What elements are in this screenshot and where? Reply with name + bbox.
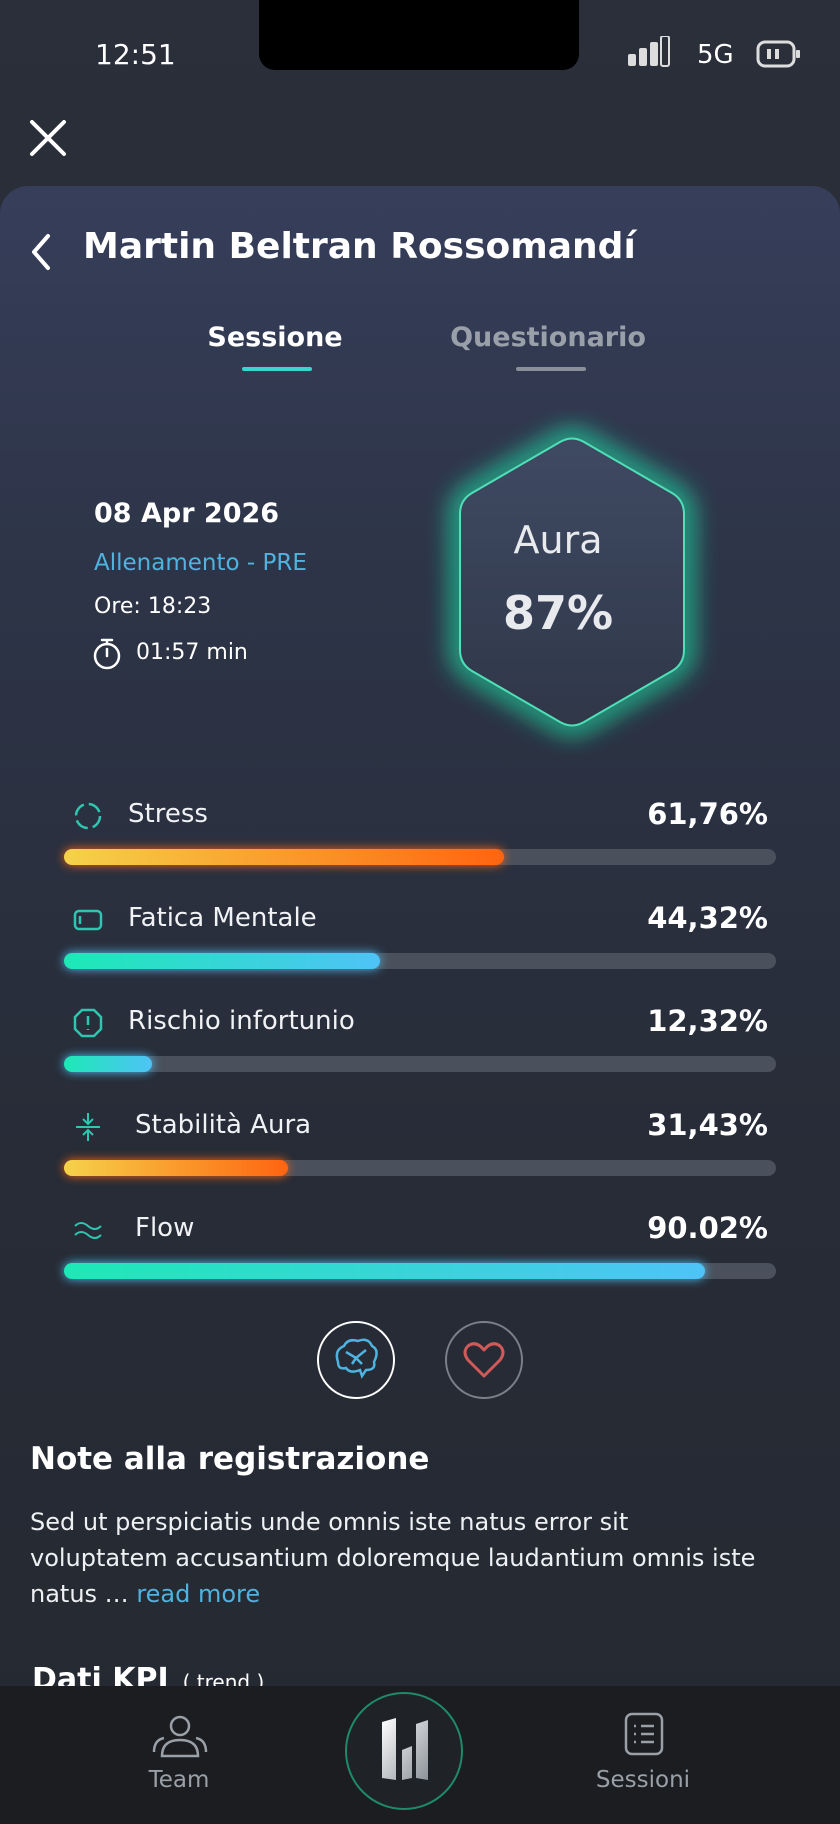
notes-body: Sed ut perspiciatis unde omnis iste natu… bbox=[30, 1508, 756, 1608]
heart-button[interactable] bbox=[444, 1320, 524, 1400]
metric-bar bbox=[64, 952, 380, 969]
metric-value: 12,32% bbox=[647, 1004, 768, 1038]
timer-icon bbox=[93, 638, 121, 670]
aura-value: 87% bbox=[502, 586, 614, 640]
metric-track bbox=[64, 1056, 776, 1072]
aura-hexagon bbox=[451, 429, 693, 735]
tab-underline bbox=[516, 367, 586, 371]
network-label: 5G bbox=[697, 40, 734, 70]
signal-icon bbox=[628, 36, 670, 67]
metric-label: Rischio infortunio bbox=[128, 1006, 355, 1036]
tab-session[interactable]: Sessione bbox=[207, 322, 343, 353]
metric-value: 44,32% bbox=[647, 900, 768, 935]
metric-icon bbox=[74, 1222, 102, 1239]
status-time: 12:51 bbox=[95, 38, 176, 71]
session-duration: 01:57 min bbox=[136, 640, 248, 665]
tab-questionnaire[interactable]: Questionario bbox=[450, 322, 646, 353]
nav-team[interactable]: Team bbox=[148, 1767, 210, 1793]
nav-sessions[interactable]: Sessioni bbox=[595, 1767, 691, 1793]
metric-value: 31,43% bbox=[647, 1107, 768, 1142]
team-icon bbox=[152, 1715, 208, 1758]
metric-icon bbox=[76, 1112, 100, 1141]
home-logo-button[interactable] bbox=[340, 1688, 468, 1816]
metric-bar bbox=[64, 1263, 705, 1279]
battery-icon bbox=[756, 40, 800, 68]
session-date: 08 Apr 2026 bbox=[94, 498, 280, 529]
close-button[interactable] bbox=[28, 118, 68, 158]
tab-underline-active bbox=[242, 367, 312, 371]
metric-label: Stabilità Aura bbox=[135, 1109, 312, 1140]
metric-label: Flow bbox=[135, 1213, 195, 1243]
sessions-icon bbox=[624, 1712, 664, 1756]
notes-text: Sed ut perspiciatis unde omnis iste natu… bbox=[30, 1504, 770, 1612]
session-type: Allenamento - PRE bbox=[94, 550, 307, 576]
metric-value: 90.02% bbox=[647, 1211, 768, 1245]
player-name: Martin Beltran Rossomandí bbox=[83, 226, 636, 267]
metric-bar bbox=[64, 1159, 288, 1176]
metric-label: Stress bbox=[128, 799, 208, 829]
card-panel bbox=[0, 186, 840, 1786]
aura-label: Aura bbox=[513, 518, 603, 562]
metric-value: 61,76% bbox=[647, 797, 768, 831]
metric-icon bbox=[73, 909, 103, 930]
notes-title: Note alla registrazione bbox=[30, 1441, 430, 1477]
notch bbox=[259, 0, 579, 70]
metric-bar bbox=[64, 1056, 152, 1072]
metric-icon bbox=[74, 802, 102, 830]
metric-label: Fatica Mentale bbox=[128, 902, 317, 933]
metric-icon bbox=[73, 1008, 103, 1038]
brain-button[interactable] bbox=[316, 1320, 396, 1400]
session-time: Ore: 18:23 bbox=[94, 594, 212, 619]
metric-bar bbox=[64, 849, 504, 865]
read-more-link[interactable]: read more bbox=[136, 1580, 261, 1608]
back-button[interactable] bbox=[28, 232, 56, 272]
